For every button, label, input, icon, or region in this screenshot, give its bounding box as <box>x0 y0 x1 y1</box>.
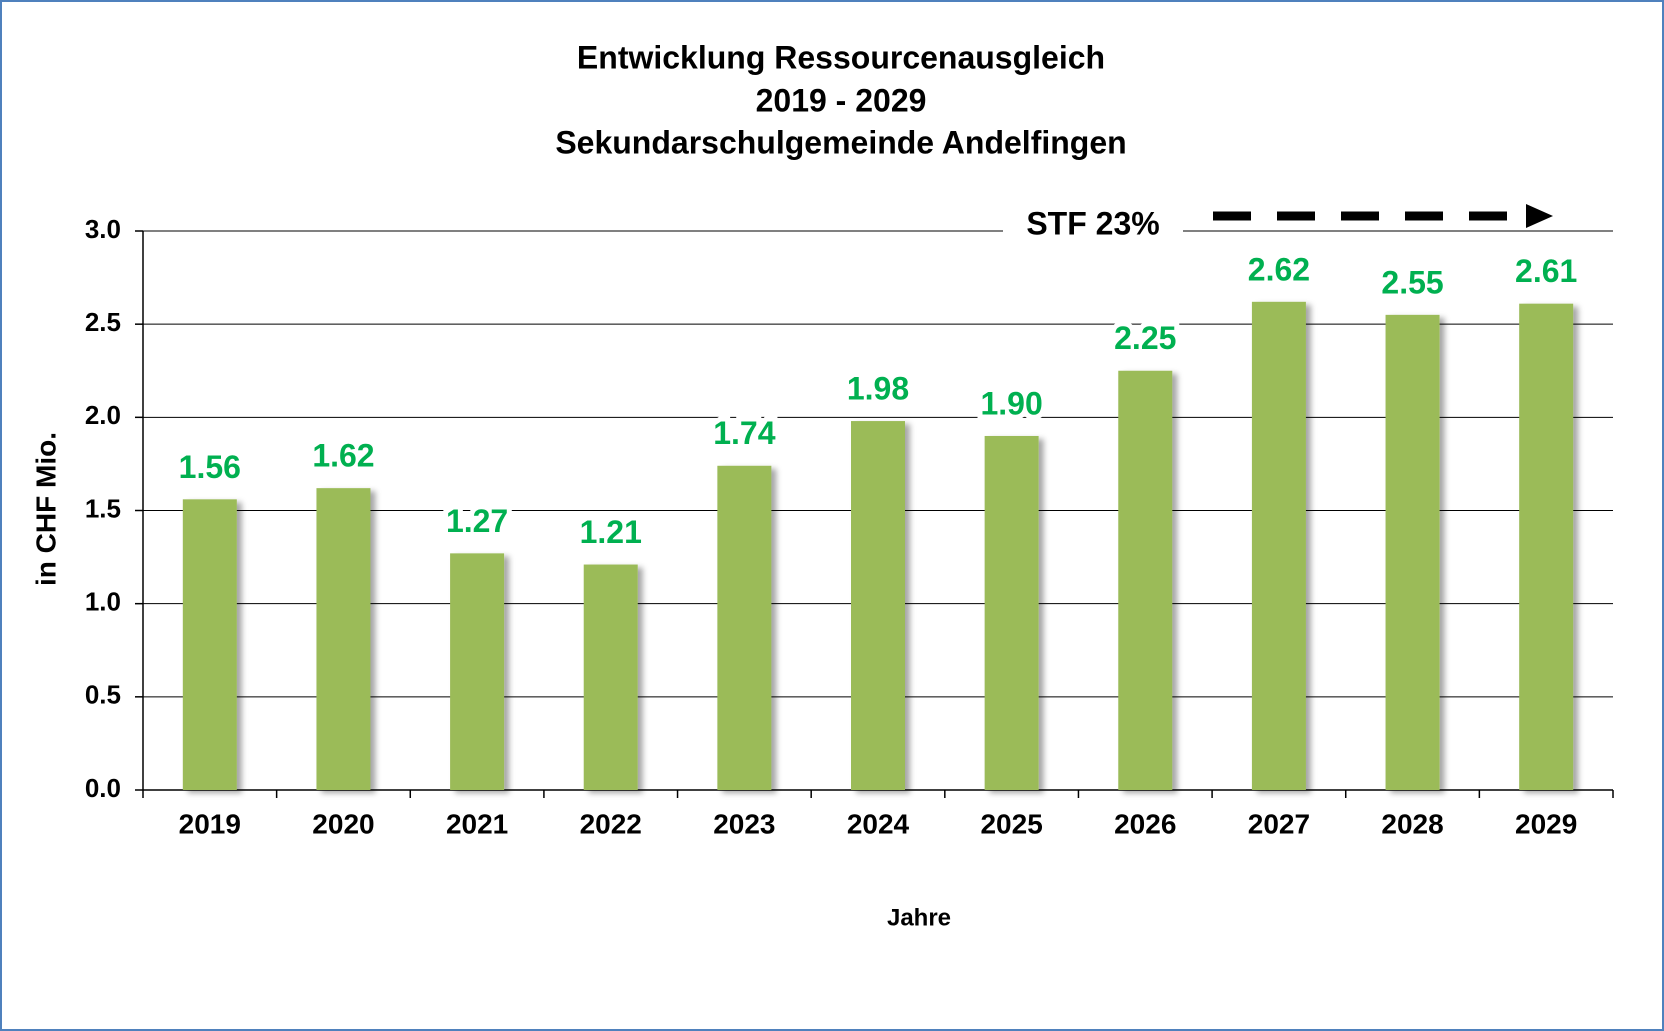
x-tick-label: 2025 <box>980 808 1042 839</box>
y-tick-label: 1.0 <box>85 587 121 617</box>
chart-title: Entwicklung Ressourcenausgleich <box>577 39 1105 75</box>
bar <box>851 421 905 790</box>
value-label: 1.21 <box>580 514 642 550</box>
x-tick-label: 2029 <box>1515 808 1577 839</box>
bar <box>182 499 237 790</box>
y-tick-label: 2.0 <box>85 400 121 430</box>
bar <box>316 488 371 790</box>
y-tick-label: 1.5 <box>85 493 121 523</box>
bar <box>1118 370 1173 790</box>
bar <box>984 435 1039 790</box>
x-tick-label: 2024 <box>847 808 910 839</box>
x-tick-label: 2021 <box>446 808 508 839</box>
y-tick-label: 2.5 <box>85 307 121 337</box>
bar <box>1251 301 1306 790</box>
value-label: 2.25 <box>1114 320 1176 356</box>
x-tick-label: 2026 <box>1114 808 1176 839</box>
x-tick-label: 2020 <box>312 808 374 839</box>
value-label: 1.98 <box>847 371 909 407</box>
x-axis-label: Jahre <box>887 904 951 931</box>
value-label: 1.62 <box>312 438 374 474</box>
chart-title: 2019 - 2029 <box>756 82 927 118</box>
arrow-head <box>1526 204 1553 228</box>
y-tick-label: 0.5 <box>85 680 121 710</box>
value-label: 2.62 <box>1248 251 1310 287</box>
x-tick-label: 2023 <box>713 808 775 839</box>
bar <box>583 564 638 790</box>
x-tick-label: 2022 <box>580 808 642 839</box>
y-axis-label: in CHF Mio. <box>30 432 61 586</box>
annotation-bg <box>1003 204 1183 248</box>
bar <box>717 465 772 790</box>
x-tick-label: 2019 <box>179 808 241 839</box>
value-label: 1.56 <box>179 449 241 485</box>
annotation: STF 23% <box>1026 205 1159 241</box>
value-label: 2.55 <box>1381 264 1443 300</box>
value-label: 1.90 <box>980 385 1042 421</box>
x-tick-label: 2028 <box>1381 808 1443 839</box>
y-tick-label: 0.0 <box>85 773 121 803</box>
chart-title: Sekundarschulgemeinde Andelfingen <box>555 124 1126 160</box>
y-tick-label: 3.0 <box>85 214 121 244</box>
x-tick-label: 2027 <box>1248 808 1310 839</box>
bar <box>1519 303 1574 790</box>
value-label: 1.27 <box>446 503 508 539</box>
bar <box>1385 314 1440 790</box>
bar <box>450 553 505 790</box>
value-label: 2.61 <box>1515 253 1577 289</box>
value-label: 1.74 <box>713 415 775 451</box>
